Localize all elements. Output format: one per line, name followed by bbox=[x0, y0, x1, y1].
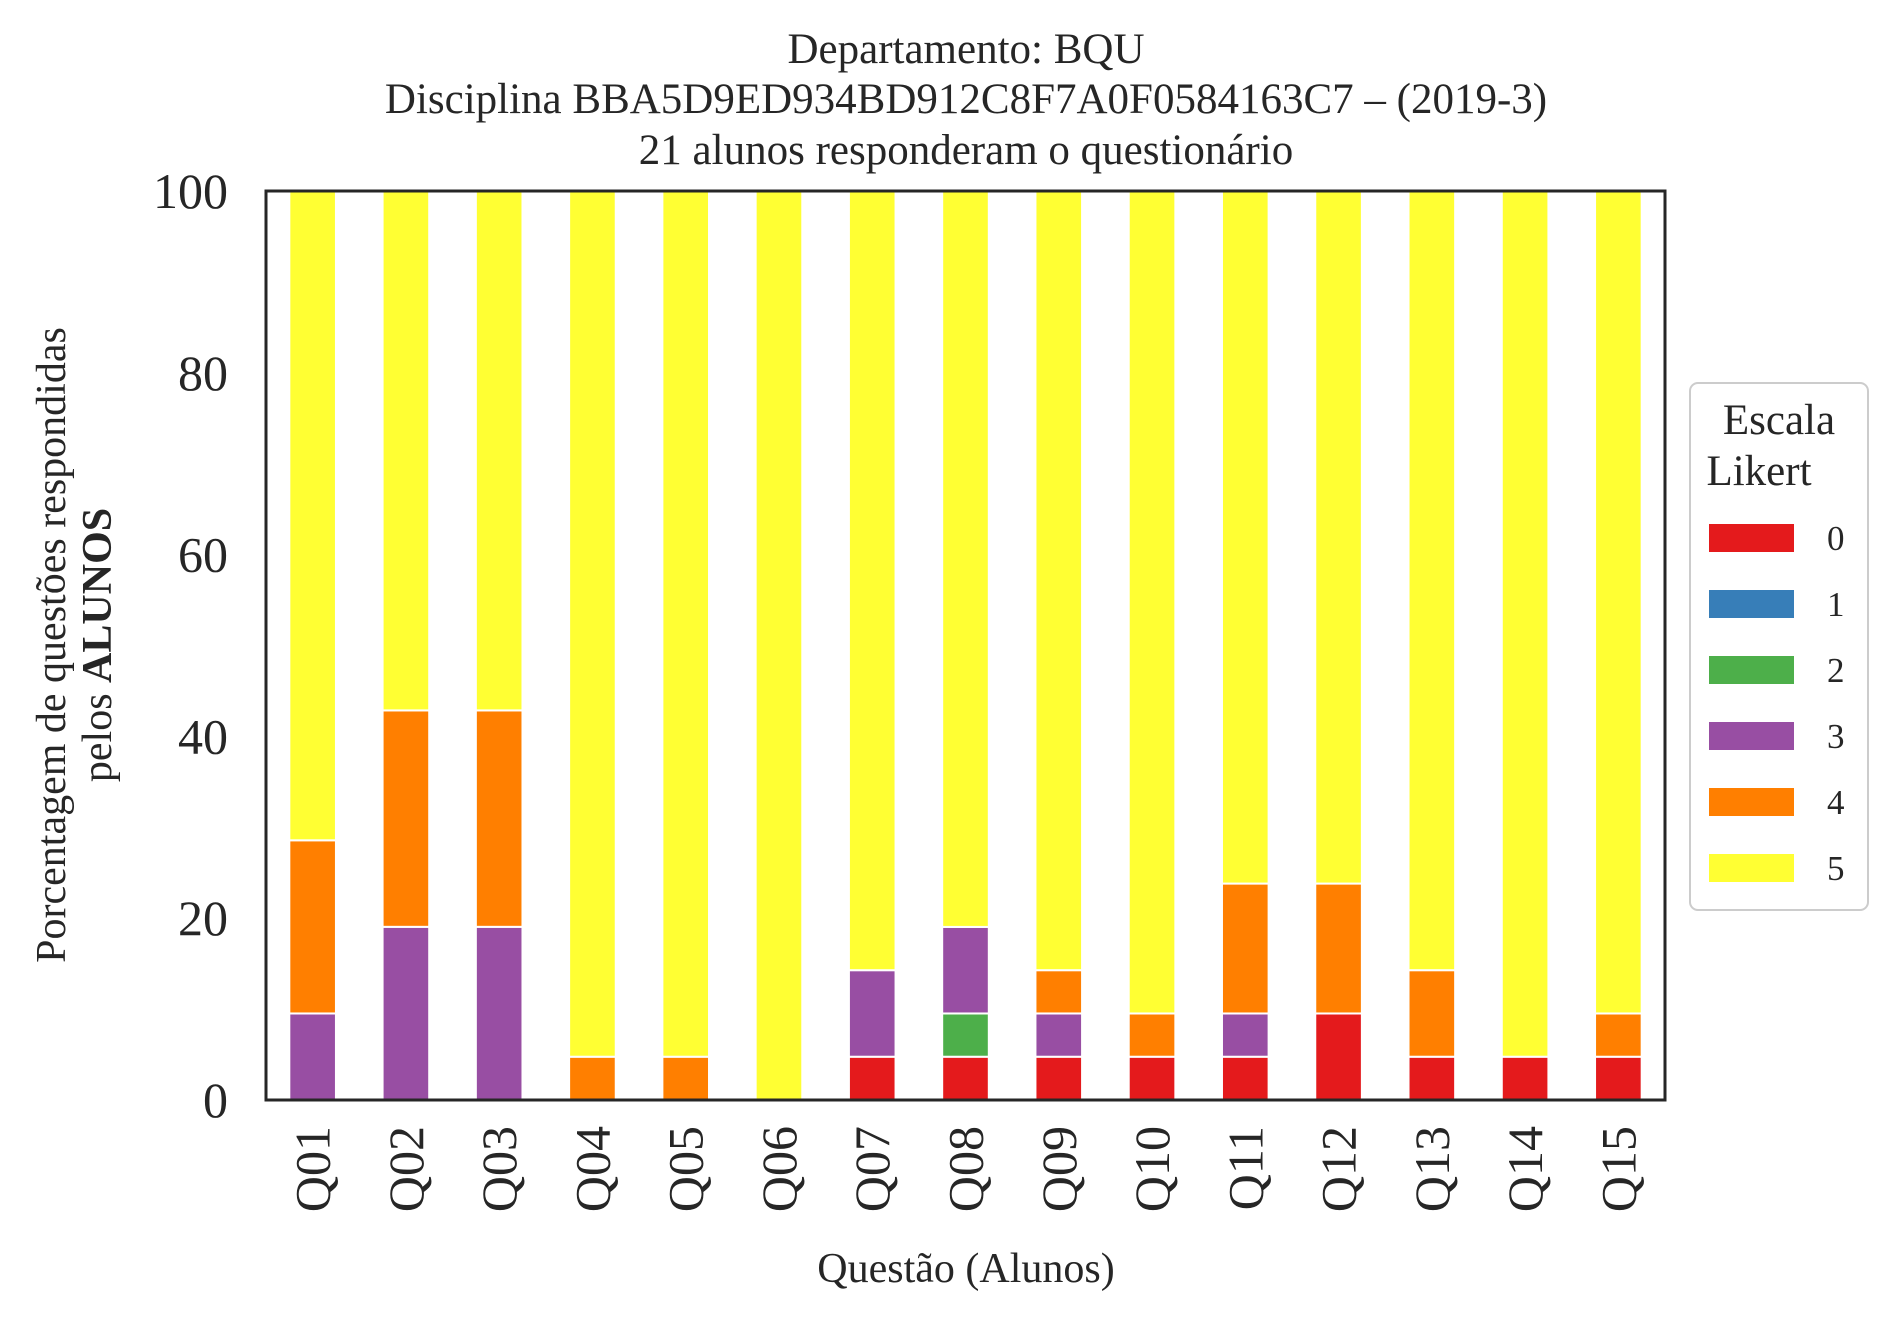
plot-frame bbox=[264, 189, 1667, 1102]
legend-title-line-2: Likert bbox=[1706, 448, 1811, 495]
bar-segment-q03-likert-3 bbox=[474, 925, 524, 1102]
bar-segment-q08-likert-2 bbox=[941, 1012, 990, 1058]
legend-label-3: 3 bbox=[1827, 717, 1845, 756]
bar-segment-q11-likert-5 bbox=[1220, 190, 1270, 885]
bar-segment-q14-likert-0 bbox=[1500, 1055, 1550, 1101]
x-tick-label-q02: Q02 bbox=[378, 1126, 434, 1212]
y-axis-ticks: 0 20 40 60 80 100 bbox=[153, 163, 228, 1128]
bar-segment-q09-likert-3 bbox=[1034, 1012, 1084, 1058]
legend-swatch-4 bbox=[1709, 788, 1794, 816]
legend-swatch-5 bbox=[1709, 854, 1794, 882]
bar-segment-q12-likert-4 bbox=[1314, 882, 1363, 1015]
legend-label-4: 4 bbox=[1827, 783, 1845, 822]
bar-segment-q09-likert-0 bbox=[1034, 1055, 1084, 1101]
bar-segment-q10-likert-4 bbox=[1127, 1012, 1177, 1058]
bar-segment-q02-likert-3 bbox=[381, 925, 431, 1102]
bar-segment-q11-likert-0 bbox=[1220, 1055, 1270, 1101]
legend-swatch-2 bbox=[1709, 656, 1794, 684]
chart-title-line-2: Disciplina BBA5D9ED934BD912C8F7A0F058416… bbox=[385, 76, 1547, 123]
bar-segment-q13-likert-5 bbox=[1407, 190, 1457, 972]
legend-swatch-1 bbox=[1709, 590, 1794, 618]
bar-segment-q15-likert-4 bbox=[1594, 1012, 1643, 1058]
x-axis-label: Questão (Alunos) bbox=[817, 1246, 1114, 1292]
y-tick-label: 100 bbox=[153, 163, 228, 219]
bar-segment-q09-likert-4 bbox=[1034, 969, 1084, 1015]
y-axis-label-line-1: Porcentagem de questões respondidas bbox=[29, 327, 75, 963]
legend-title-line-1: Escala bbox=[1723, 397, 1835, 444]
y-tick-label: 0 bbox=[203, 1072, 228, 1128]
bar-segment-q10-likert-5 bbox=[1127, 190, 1177, 1015]
x-tick-label-q13: Q13 bbox=[1404, 1126, 1460, 1212]
y-axis-label-bold: ALUNOS bbox=[75, 508, 121, 683]
x-tick-label-q07: Q07 bbox=[844, 1126, 900, 1212]
bar-segment-q11-likert-4 bbox=[1220, 882, 1270, 1015]
bar-segment-q13-likert-4 bbox=[1407, 969, 1457, 1058]
bar-segment-q05-likert-5 bbox=[661, 190, 711, 1058]
x-tick-label-q03: Q03 bbox=[471, 1126, 527, 1212]
bar-segment-q03-likert-5 bbox=[474, 190, 524, 712]
bar-segment-q04-likert-4 bbox=[568, 1055, 617, 1101]
x-tick-label-q04: Q04 bbox=[564, 1126, 620, 1212]
bar-segment-q07-likert-0 bbox=[847, 1055, 897, 1101]
bar-segment-q04-likert-5 bbox=[568, 190, 617, 1058]
bar-segment-q08-likert-0 bbox=[941, 1055, 990, 1101]
bar-segment-q08-likert-3 bbox=[941, 925, 990, 1015]
x-tick-label-q12: Q12 bbox=[1311, 1126, 1367, 1212]
bar-segment-q01-likert-4 bbox=[288, 839, 337, 1015]
bar-segment-q15-likert-5 bbox=[1594, 190, 1643, 1015]
legend-items: 0 1 2 3 4 5 bbox=[1709, 519, 1845, 888]
y-tick-label: 60 bbox=[178, 527, 228, 583]
x-tick-label-q10: Q10 bbox=[1124, 1126, 1180, 1212]
chart-title-line-3: 21 alunos responderam o questionário bbox=[639, 127, 1293, 174]
x-tick-label-q05: Q05 bbox=[658, 1126, 714, 1212]
y-tick-label: 20 bbox=[178, 890, 228, 946]
x-tick-label-q01: Q01 bbox=[285, 1126, 341, 1212]
y-axis-label-prefix: pelos bbox=[75, 683, 121, 782]
y-axis-label: Porcentagem de questões respondidas pelo… bbox=[29, 327, 121, 963]
bar-segment-q08-likert-5 bbox=[941, 190, 990, 928]
x-axis-ticks: Q01 Q02 Q03 Q04 Q05 Q06 Q07 Q08 Q09 Q10 Q11 Q12 Q13 Q… bbox=[285, 1126, 1647, 1212]
y-axis-label-line-2: pelos ALUNOS bbox=[75, 508, 121, 782]
bar-segment-q11-likert-3 bbox=[1220, 1012, 1270, 1058]
x-tick-label-q06: Q06 bbox=[751, 1126, 807, 1212]
legend-swatch-0 bbox=[1709, 524, 1794, 552]
bars-layer bbox=[288, 190, 1643, 1102]
bar-segment-q09-likert-5 bbox=[1034, 190, 1084, 972]
bar-segment-q01-likert-5 bbox=[288, 190, 337, 842]
legend-label-0: 0 bbox=[1827, 519, 1845, 558]
x-tick-label-q15: Q15 bbox=[1590, 1126, 1646, 1212]
bar-segment-q10-likert-0 bbox=[1127, 1055, 1177, 1101]
bar-segment-q12-likert-5 bbox=[1314, 190, 1363, 885]
bar-segment-q03-likert-4 bbox=[474, 709, 524, 928]
legend: Escala Likert 0 1 2 3 4 5 bbox=[1689, 382, 1869, 911]
bar-segment-q13-likert-0 bbox=[1407, 1055, 1457, 1101]
legend-label-1: 1 bbox=[1827, 585, 1845, 624]
bar-segment-q02-likert-4 bbox=[381, 709, 431, 928]
x-tick-label-q09: Q09 bbox=[1031, 1126, 1087, 1212]
bar-segment-q15-likert-0 bbox=[1594, 1055, 1643, 1101]
bar-segment-q14-likert-5 bbox=[1500, 190, 1550, 1058]
bar-segment-q05-likert-4 bbox=[661, 1055, 711, 1101]
bar-segment-q07-likert-5 bbox=[847, 190, 897, 972]
x-tick-label-q14: Q14 bbox=[1497, 1126, 1553, 1212]
y-tick-label: 80 bbox=[178, 345, 228, 401]
bar-segment-q06-likert-5 bbox=[754, 190, 804, 1101]
chart-title-line-1: Departamento: BQU bbox=[787, 26, 1144, 73]
bar-segment-q07-likert-3 bbox=[847, 969, 897, 1058]
x-tick-label-q11: Q11 bbox=[1217, 1126, 1273, 1210]
bar-segment-q02-likert-5 bbox=[381, 190, 431, 712]
legend-label-5: 5 bbox=[1827, 849, 1845, 888]
x-tick-label-q08: Q08 bbox=[938, 1126, 994, 1212]
legend-swatch-3 bbox=[1709, 722, 1794, 750]
bar-segment-q12-likert-0 bbox=[1314, 1012, 1363, 1102]
y-tick-label: 40 bbox=[178, 708, 228, 764]
bar-segment-q01-likert-3 bbox=[288, 1012, 337, 1102]
legend-label-2: 2 bbox=[1827, 651, 1845, 690]
legend-frame bbox=[1689, 382, 1869, 911]
